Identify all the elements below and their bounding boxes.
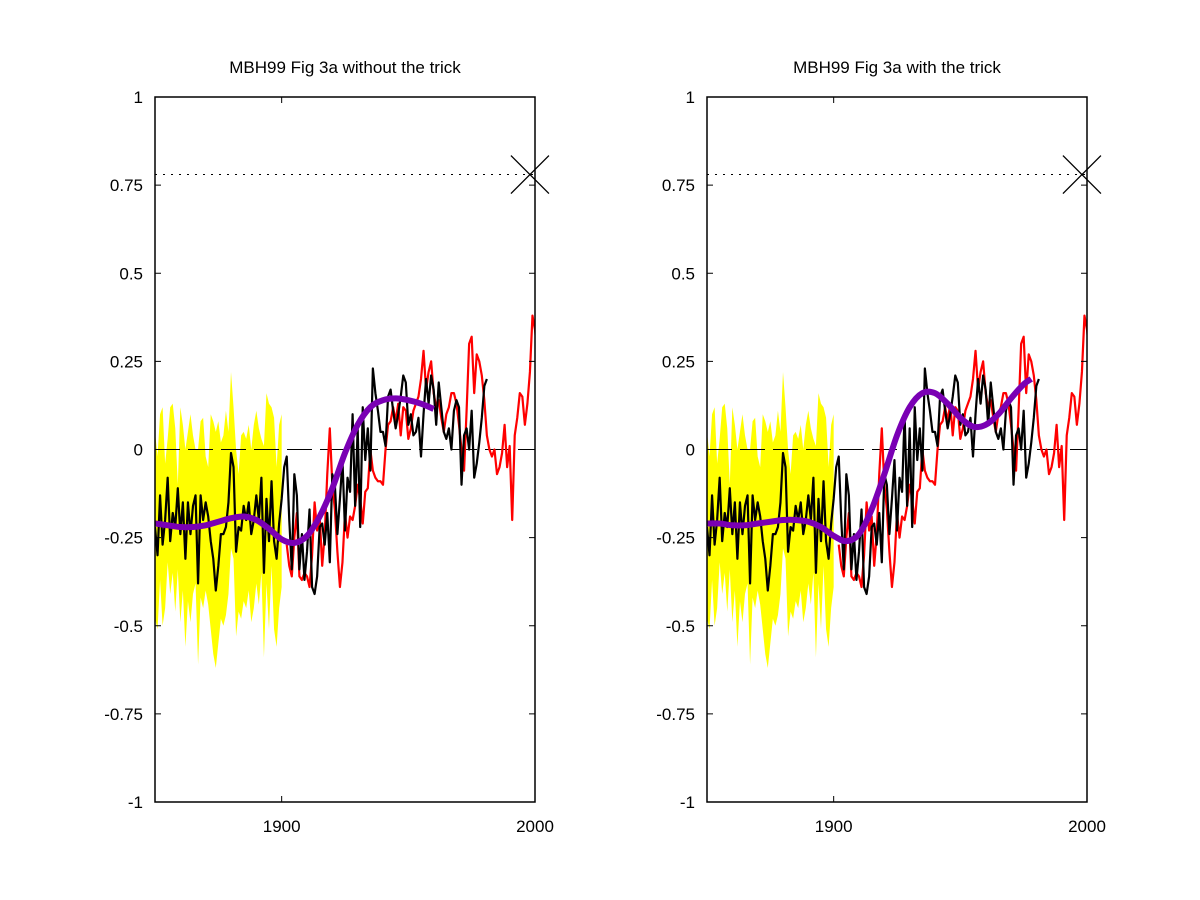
x-marker	[1062, 155, 1102, 195]
plot-area	[707, 174, 1087, 669]
y-tick-label: 1	[134, 88, 143, 107]
instrumental-line	[837, 314, 1087, 589]
y-tick-label: 0.5	[119, 264, 143, 283]
y-tick-label: 0	[686, 441, 695, 460]
y-tick-label: -0.75	[104, 705, 143, 724]
y-tick-label: 0.75	[110, 176, 143, 195]
x-tick-label: 1900	[815, 817, 853, 836]
y-tick-label: 0	[134, 441, 143, 460]
x-tick-label: 2000	[516, 817, 554, 836]
y-tick-label: 0.5	[671, 264, 695, 283]
y-tick-label: -0.75	[656, 705, 695, 724]
plot-area	[155, 174, 535, 669]
y-tick-label: -1	[680, 793, 695, 812]
x-tick-label: 2000	[1068, 817, 1106, 836]
x-marker-stroke	[1062, 155, 1102, 195]
y-tick-label: -0.5	[666, 617, 695, 636]
y-tick-label: -0.25	[104, 529, 143, 548]
chart-title: MBH99 Fig 3a with the trick	[793, 58, 1001, 77]
x-marker-stroke	[510, 155, 550, 195]
reconstruction-line	[155, 367, 488, 596]
smoothed-line	[707, 376, 1033, 545]
x-marker	[510, 155, 550, 195]
y-tick-label: -0.5	[114, 617, 143, 636]
instrumental-line	[285, 314, 535, 589]
x-tick-label: 1900	[263, 817, 301, 836]
smoothed-line	[155, 395, 435, 547]
panel-2: -1 -0.75 -0.5 -0.25 0 0.25 0.5 0.75 1 1900 2000 MBH…	[656, 58, 1106, 836]
reconstruction-line	[707, 367, 1040, 596]
y-tick-label: 1	[686, 88, 695, 107]
y-tick-label: 0.75	[662, 176, 695, 195]
y-tick-label: 0.25	[110, 352, 143, 371]
chart-title: MBH99 Fig 3a without the trick	[229, 58, 461, 77]
panel-1: -1 -0.75 -0.5 -0.25 0 0.25 0.5 0.75 1 1900 2000 MBH…	[104, 58, 554, 836]
y-tick-label: 0.25	[662, 352, 695, 371]
y-tick-label: -0.25	[656, 529, 695, 548]
y-tick-label: -1	[128, 793, 143, 812]
